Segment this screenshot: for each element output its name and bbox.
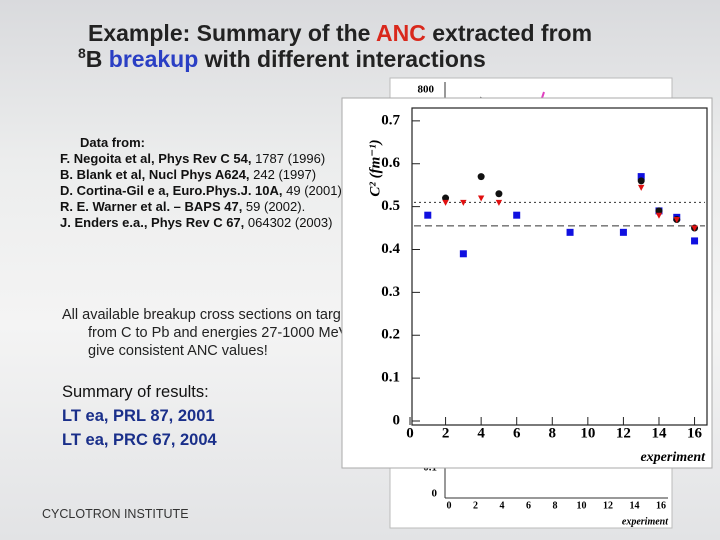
x-tick-label: 16 <box>687 425 703 441</box>
title-segment: breakup <box>108 46 199 72</box>
x-tick-label: 6 <box>513 425 521 441</box>
reference-part: R. E. Warner et al. – BAPS 47, <box>60 199 243 214</box>
point <box>495 199 503 206</box>
references-heading: Data from: <box>80 135 146 150</box>
y-axis-label: C² (fm⁻¹) <box>367 139 383 196</box>
point <box>442 194 450 202</box>
point <box>691 237 699 245</box>
x-tick-label: 4 <box>477 425 485 441</box>
point <box>637 177 645 185</box>
point <box>477 195 485 202</box>
back-x-title: experiment <box>622 516 669 527</box>
point <box>495 190 503 198</box>
back-x-label: 16 <box>656 500 666 511</box>
x-tick-label: 10 <box>580 425 595 441</box>
back-y-label: 800 <box>418 84 435 96</box>
reference-part: F. Negoita et al, Phys Rev C 54, <box>60 151 252 166</box>
back-x-label: 6 <box>526 500 531 511</box>
point <box>637 173 645 181</box>
point <box>619 228 627 236</box>
front-figure <box>341 97 713 469</box>
y-tick-label: 0.1 <box>381 370 400 386</box>
reference-part: 064302 (2003) <box>244 215 333 230</box>
reference-part: D. Cortina-Gil e a, Euro.Phys.J. 10A, <box>60 183 283 198</box>
reference-part: 49 (2001). <box>282 183 346 198</box>
plot-frame <box>411 107 708 426</box>
y-tick-label: 0.6 <box>381 155 400 171</box>
back-x-label: 4 <box>500 500 505 511</box>
point <box>442 199 449 206</box>
title-line: Example: Summary of the ANC extracted fr… <box>88 20 708 46</box>
y-tick-label: 0 <box>393 412 401 428</box>
title-segment: extracted from <box>425 20 593 46</box>
point <box>424 211 432 219</box>
back-x-label: 0 <box>447 500 452 511</box>
title-line: 8B breakup with different interactions <box>78 46 708 72</box>
paragraph: All available breakup cross sections on … <box>62 307 361 359</box>
title-segment: Example: Summary of the <box>88 20 377 46</box>
y-tick-label: 0.3 <box>381 284 400 300</box>
y-tick-label: 0.4 <box>381 241 400 257</box>
x-axis-label: experiment <box>640 450 706 465</box>
x-tick-label: 8 <box>549 425 557 441</box>
title-segment: ANC <box>376 20 426 46</box>
y-tick-label: 0.7 <box>381 112 400 128</box>
point <box>691 225 698 232</box>
point <box>637 184 645 191</box>
point <box>459 250 467 258</box>
reference: B. Blank et al, Nucl Phys A624, 242 (199… <box>60 167 360 183</box>
summary-result: LT ea, PRL 87, 2001 <box>62 407 215 425</box>
point <box>566 228 574 236</box>
title-segment: with different interactions <box>198 46 486 72</box>
summary: Summary of results: LT ea, PRL 87, 2001 L… <box>62 380 217 452</box>
reference-part: 1787 (1996) <box>251 151 326 166</box>
back-x-label: 8 <box>553 500 558 511</box>
y-tick-label: 0.2 <box>381 327 400 343</box>
x-tick-label: 0 <box>406 425 414 441</box>
reference-part: J. Enders e.a., Phys Rev C 67, <box>60 215 245 230</box>
point <box>460 199 467 206</box>
point <box>673 216 680 223</box>
reference: F. Negoita et al, Phys Rev C 54, 1787 (1… <box>60 151 360 167</box>
reference-part: 242 (1997) <box>249 167 317 182</box>
back-x-label: 14 <box>630 500 640 511</box>
point <box>655 212 663 219</box>
back-x-label: 10 <box>577 500 587 511</box>
reference-part: 59 (2002). <box>242 199 306 214</box>
point <box>477 173 485 181</box>
y-tick-label: 0.5 <box>381 198 400 214</box>
reference-part: B. Blank et al, Nucl Phys A624, <box>60 167 250 182</box>
reference: R. E. Warner et al. – BAPS 47, 59 (2002)… <box>60 199 360 215</box>
summary-result: LT ea, PRC 67, 2004 <box>62 431 217 449</box>
reference: D. Cortina-Gil e a, Euro.Phys.J. 10A, 49… <box>60 183 360 199</box>
point <box>655 207 663 215</box>
title-segment: 8 <box>78 45 86 61</box>
references: Data from: F. Negoita et al, Phys Rev C … <box>60 135 360 231</box>
x-tick-label: 14 <box>651 425 667 441</box>
x-tick-label: 2 <box>442 425 450 441</box>
footer: CYCLOTRON INSTITUTE <box>42 507 189 521</box>
summary-heading: Summary of results: <box>62 383 209 401</box>
slide-title: Example: Summary of the ANC extracted fr… <box>78 20 708 72</box>
back-y-label: 0 <box>432 488 438 500</box>
point <box>513 211 521 219</box>
back-x-label: 12 <box>603 500 613 511</box>
title-segment: B <box>85 46 109 72</box>
back-x-label: 2 <box>473 500 478 511</box>
reference: J. Enders e.a., Phys Rev C 67, 064302 (2… <box>60 215 360 231</box>
x-tick-label: 12 <box>616 425 631 441</box>
